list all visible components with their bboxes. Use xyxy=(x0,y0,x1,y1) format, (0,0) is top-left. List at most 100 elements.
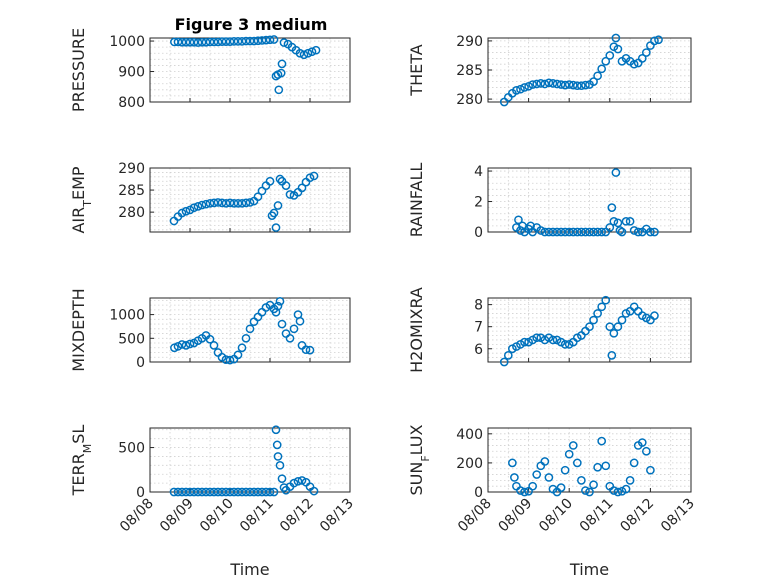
data-point xyxy=(209,487,219,497)
panel-terrmsl: 0 500 08/08 08/09 08/10 08/11 08/12 08/13 TERRMS… xyxy=(69,425,357,579)
data-point xyxy=(611,33,621,43)
data-point xyxy=(297,183,307,193)
data-point xyxy=(272,440,282,450)
data-point xyxy=(265,487,275,497)
data-point xyxy=(229,198,239,208)
data-point xyxy=(589,227,598,237)
y-axis-label: H2OMIXRA xyxy=(407,287,426,373)
data-point xyxy=(516,84,525,94)
data-point xyxy=(641,446,651,456)
data-point xyxy=(524,81,533,91)
data-point xyxy=(607,203,617,212)
data-point xyxy=(185,37,195,47)
panel-theta: 280 285 290 THETA xyxy=(407,33,692,108)
data-point xyxy=(516,226,525,235)
data-point xyxy=(245,198,255,207)
y-label-rest: EMP xyxy=(69,166,88,200)
y-tick-label: 285 xyxy=(456,63,483,79)
data-point xyxy=(548,335,558,345)
data-point xyxy=(552,227,562,237)
panel-rainfall: 0 2 4 RAINFALL xyxy=(407,163,692,241)
data-point xyxy=(577,81,586,91)
data-point xyxy=(297,476,307,485)
panel-h2omixra: 6 7 8 H2OMIXRA xyxy=(407,287,692,373)
data-point xyxy=(193,202,203,211)
data-point xyxy=(544,473,554,482)
y-tick-label: 6 xyxy=(474,342,483,358)
data-point xyxy=(613,487,623,497)
y-tick-label: 0 xyxy=(474,225,483,241)
figure-title: Figure 3 medium xyxy=(175,15,328,34)
data-point xyxy=(261,487,271,497)
y-axis-label: THETA xyxy=(407,44,426,96)
data-point xyxy=(295,48,305,58)
y-label-main: SUN xyxy=(407,462,426,496)
data-point xyxy=(589,315,598,325)
y-tick-label: 1000 xyxy=(109,308,145,324)
data-point xyxy=(233,487,243,497)
data-point xyxy=(221,198,231,208)
y-axis-label: AIRTEMP xyxy=(69,166,94,233)
data-point xyxy=(512,86,521,95)
data-point xyxy=(181,341,191,350)
data-point xyxy=(241,487,251,497)
x-tick-label: 08/11 xyxy=(577,496,617,536)
data-point xyxy=(593,309,602,318)
data-point xyxy=(568,80,578,90)
y-tick-label: 0 xyxy=(136,485,145,501)
data-point xyxy=(309,171,319,181)
data-point xyxy=(181,37,191,47)
x-tick-label: 08/11 xyxy=(237,496,277,536)
data-point xyxy=(169,487,179,497)
data-point xyxy=(197,200,207,210)
y-axis-label: RAINFALL xyxy=(407,163,426,238)
data-point xyxy=(560,465,570,475)
data-point xyxy=(299,50,309,60)
data-point xyxy=(617,227,627,237)
data-point xyxy=(225,37,235,47)
data-point xyxy=(245,36,255,46)
data-point xyxy=(177,208,187,218)
y-tick-label: 4 xyxy=(474,164,483,180)
data-point xyxy=(540,79,550,89)
axes-frame xyxy=(149,167,351,233)
data-point xyxy=(173,487,183,497)
data-point xyxy=(295,316,305,326)
y-tick-label: 0 xyxy=(474,485,483,501)
data-point xyxy=(241,333,251,343)
data-point xyxy=(510,473,519,482)
data-point xyxy=(225,487,235,497)
data-point xyxy=(633,227,643,237)
x-tick-label: 08/13 xyxy=(658,496,698,536)
data-point xyxy=(241,36,251,46)
data-point xyxy=(193,487,203,497)
data-point xyxy=(245,324,255,334)
data-point xyxy=(193,38,203,47)
data-point xyxy=(173,37,183,47)
data-point xyxy=(560,339,570,349)
data-point xyxy=(621,484,631,494)
y-tick-label: 290 xyxy=(118,161,145,177)
data-point xyxy=(544,227,554,237)
x-tick-label: 08/12 xyxy=(617,496,657,536)
data-point xyxy=(613,322,623,332)
data-point xyxy=(572,81,582,91)
data-point xyxy=(233,198,243,208)
y-tick-label: 900 xyxy=(118,65,145,81)
data-point xyxy=(520,487,529,497)
x-tick-label: 08/10 xyxy=(536,496,576,536)
data-point xyxy=(205,198,215,208)
data-point xyxy=(597,436,607,446)
y-label-rest: SL xyxy=(69,425,88,444)
y-tick-label: 500 xyxy=(118,331,145,347)
x-tick-label: 08/08 xyxy=(117,496,157,536)
data-point xyxy=(609,486,619,495)
data-point xyxy=(269,487,279,497)
data-point xyxy=(581,486,590,495)
data-point xyxy=(625,216,635,226)
data-point xyxy=(201,487,211,497)
data-point xyxy=(177,340,187,349)
data-point xyxy=(289,478,299,488)
data-point xyxy=(540,457,550,466)
panel-mixdepth: 0 500 1000 MIXDEPTH xyxy=(69,288,351,372)
